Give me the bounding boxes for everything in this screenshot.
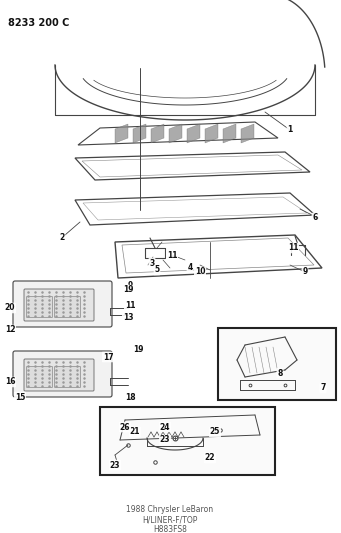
Polygon shape: [151, 124, 164, 143]
Text: 8: 8: [277, 368, 283, 377]
Text: 11: 11: [125, 301, 135, 310]
Polygon shape: [187, 124, 200, 143]
Polygon shape: [205, 124, 218, 143]
FancyBboxPatch shape: [24, 359, 94, 391]
Text: 9: 9: [128, 280, 133, 289]
Text: 4: 4: [187, 263, 193, 272]
Text: 25: 25: [210, 427, 220, 437]
Text: 24: 24: [160, 423, 170, 432]
Text: 12: 12: [5, 326, 15, 335]
Text: 19: 19: [123, 286, 133, 295]
Text: 3: 3: [149, 259, 154, 268]
Text: 5: 5: [154, 265, 160, 274]
Text: 2: 2: [59, 232, 65, 241]
FancyBboxPatch shape: [13, 281, 112, 327]
Bar: [100, 407, 275, 475]
Text: 26: 26: [120, 423, 130, 432]
Text: 7: 7: [320, 384, 326, 392]
Bar: [218, 328, 336, 400]
Text: 8233 200 C: 8233 200 C: [8, 18, 69, 28]
Text: 23: 23: [160, 435, 170, 445]
Polygon shape: [169, 124, 182, 143]
FancyBboxPatch shape: [13, 351, 112, 397]
Text: 13: 13: [123, 313, 133, 322]
Text: 9: 9: [302, 268, 308, 277]
Polygon shape: [223, 124, 236, 143]
FancyBboxPatch shape: [27, 367, 53, 387]
Text: 15: 15: [15, 392, 25, 401]
Polygon shape: [115, 124, 128, 143]
Polygon shape: [133, 124, 146, 143]
Text: 16: 16: [5, 377, 15, 386]
Text: 10: 10: [195, 268, 205, 277]
Text: 21: 21: [130, 427, 140, 437]
Text: H883FS8: H883FS8: [153, 526, 187, 533]
FancyBboxPatch shape: [27, 296, 53, 318]
FancyBboxPatch shape: [55, 367, 80, 387]
Text: 17: 17: [103, 352, 113, 361]
FancyBboxPatch shape: [55, 296, 80, 318]
Text: 6: 6: [312, 214, 317, 222]
Text: 19: 19: [133, 345, 143, 354]
FancyBboxPatch shape: [24, 289, 94, 321]
Text: H/LINER-F/TOP: H/LINER-F/TOP: [142, 515, 198, 524]
Text: 18: 18: [125, 392, 135, 401]
Text: 11: 11: [288, 244, 298, 253]
Text: 1: 1: [287, 125, 293, 134]
Text: 22: 22: [205, 454, 215, 463]
Polygon shape: [241, 124, 254, 143]
Text: 11: 11: [167, 251, 177, 260]
Text: 20: 20: [5, 303, 15, 312]
Text: 1988 Chrysler LeBaron: 1988 Chrysler LeBaron: [127, 505, 213, 514]
Text: 23: 23: [110, 461, 120, 470]
